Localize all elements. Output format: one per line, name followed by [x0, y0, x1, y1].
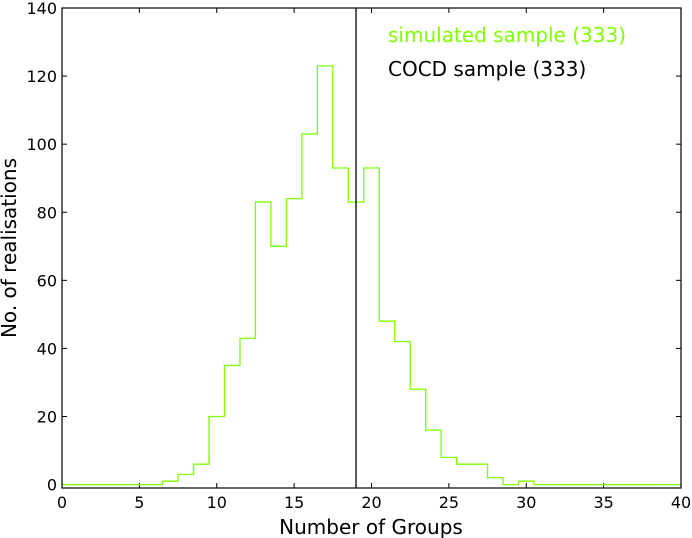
y-tick-label: 120	[26, 67, 57, 86]
y-tick-label: 0	[47, 476, 57, 495]
x-axis-label: Number of Groups	[279, 515, 463, 538]
y-tick-label: 80	[37, 203, 57, 222]
y-tick-label: 140	[26, 0, 57, 18]
x-tick-label: 15	[284, 493, 304, 512]
x-tick-label: 30	[516, 493, 536, 512]
x-tick-label: 35	[593, 493, 613, 512]
x-tick-label: 0	[57, 493, 67, 512]
y-tick-label: 40	[37, 339, 57, 358]
plot-frame	[61, 7, 682, 489]
x-tick-label: 25	[439, 493, 459, 512]
x-tick-label: 20	[361, 493, 381, 512]
y-tick-label: 60	[37, 271, 57, 290]
x-tick-label: 40	[671, 493, 691, 512]
y-axis-label: No. of realisations	[0, 158, 21, 338]
x-tick-label: 10	[207, 493, 227, 512]
legend-cocd: COCD sample (333)	[388, 57, 586, 81]
legend-simulated: simulated sample (333)	[388, 23, 626, 47]
x-tick-label: 5	[134, 493, 144, 512]
y-tick-label: 20	[37, 408, 57, 427]
simulated-histogram-step	[62, 65, 681, 486]
y-tick-label: 100	[26, 135, 57, 154]
